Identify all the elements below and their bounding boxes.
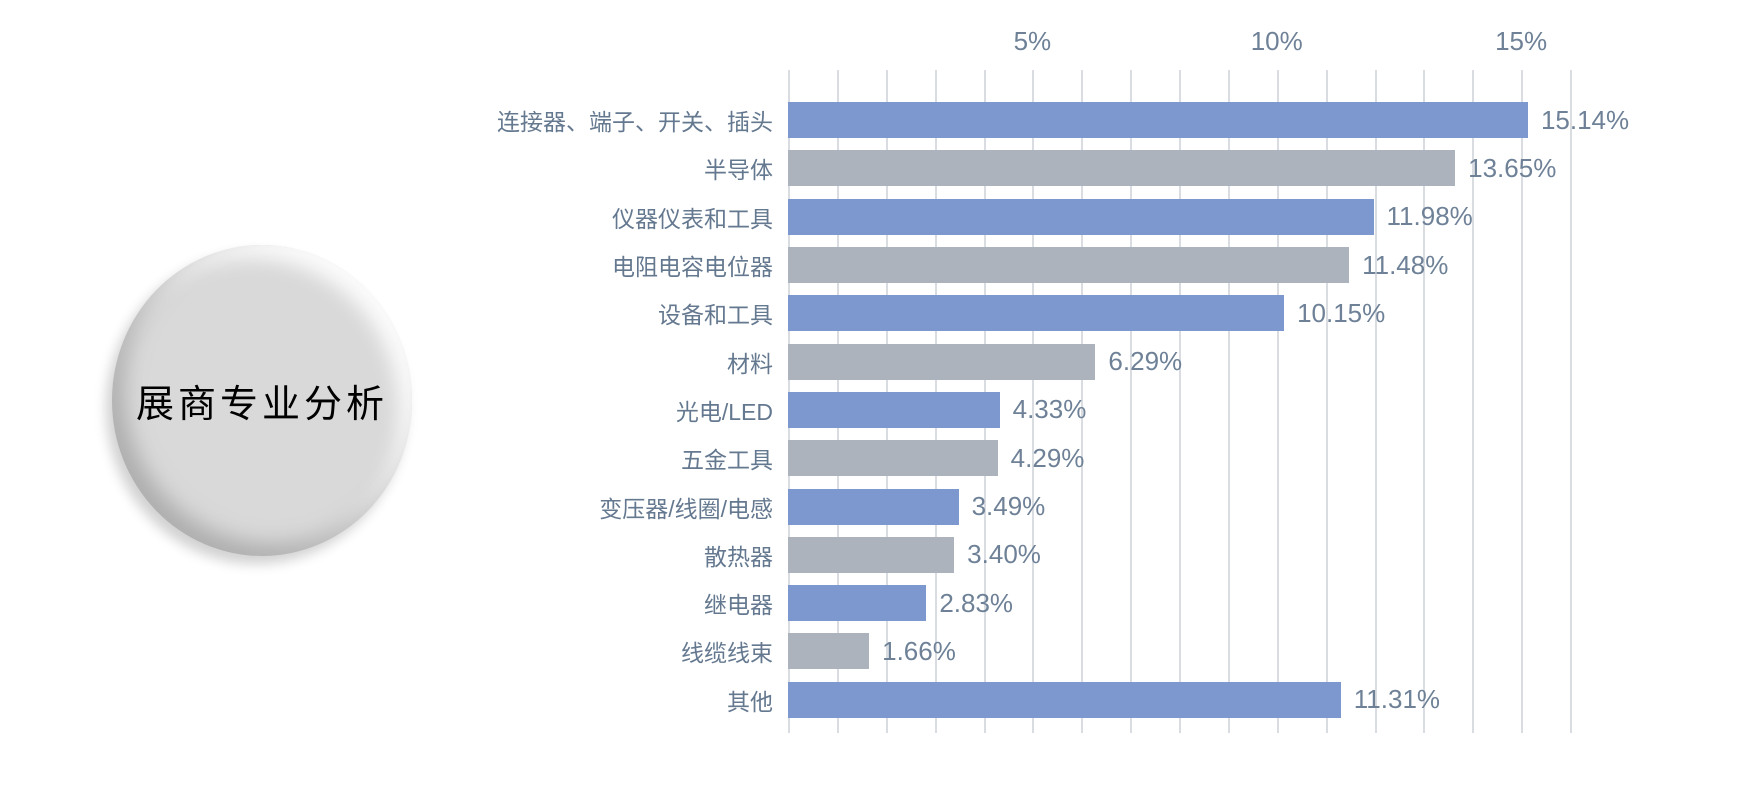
bar	[788, 633, 870, 670]
value-label: 3.40%	[967, 539, 1041, 570]
bar-row: 继电器 2.83%	[430, 579, 1738, 627]
bar	[788, 343, 1096, 380]
category-label: 电阻电容电位器	[612, 254, 773, 281]
bar-row: 线缆线束 1.66%	[430, 627, 1738, 675]
bar-row: 连接器、端子、开关、插头 15.14%	[430, 96, 1738, 144]
value-label: 4.33%	[1012, 394, 1087, 425]
category-label: 线缆线束	[681, 640, 773, 667]
bar	[788, 536, 955, 573]
category-label: 光电/LED	[675, 398, 773, 425]
exhibitor-specialty-bar-chart: 5% 10% 15% 连接器、端子、开关、插头 15.14% 半导体 13.65% 仪器仪表…	[430, 0, 1738, 796]
bar	[788, 488, 959, 525]
category-label: 继电器	[704, 592, 773, 619]
x-axis: 5% 10% 15%	[430, 0, 1738, 70]
bar-rows: 连接器、端子、开关、插头 15.14% 半导体 13.65% 仪器仪表和工具 11.98%…	[430, 96, 1738, 724]
gridline	[1130, 70, 1133, 733]
value-label: 13.65%	[1468, 152, 1557, 183]
bar-row: 材料 6.29%	[430, 337, 1738, 385]
value-label: 6.29%	[1108, 346, 1183, 377]
value-label: 10.15%	[1297, 297, 1386, 328]
bar-row: 电阻电容电位器 11.48%	[430, 241, 1738, 289]
bar-row: 设备和工具 10.15%	[430, 289, 1738, 337]
value-label: 3.49%	[971, 491, 1046, 522]
value-label: 1.66%	[882, 635, 956, 666]
gridline	[1179, 70, 1181, 733]
gridline	[1521, 70, 1524, 733]
gridline	[1570, 70, 1572, 733]
gridline	[1423, 70, 1426, 733]
value-label: 2.83%	[939, 587, 1014, 618]
gridline	[1081, 70, 1084, 733]
category-label: 五金工具	[681, 447, 773, 474]
bar	[788, 681, 1341, 718]
gridline	[1374, 70, 1377, 733]
category-label: 半导体	[704, 157, 773, 184]
bar	[788, 295, 1285, 332]
bar	[788, 198, 1374, 235]
category-label: 连接器、端子、开关、插头	[497, 109, 773, 136]
category-label: 设备和工具	[658, 302, 773, 329]
bar	[788, 102, 1528, 139]
category-label: 散热器	[704, 543, 773, 570]
gridline	[1276, 70, 1279, 733]
bar-row: 半导体 13.65%	[430, 144, 1738, 192]
bar-row: 光电/LED 4.33%	[430, 386, 1738, 434]
category-label: 变压器/线圈/电感	[599, 495, 773, 522]
gridline	[1227, 70, 1230, 733]
bar	[788, 585, 927, 622]
bar-row: 其他 11.31%	[430, 676, 1738, 724]
gridline	[1472, 70, 1475, 733]
gridline	[1032, 70, 1035, 733]
page-title: 展商专业分析	[135, 384, 388, 426]
value-label: 11.98%	[1386, 201, 1473, 232]
bar	[788, 247, 1350, 284]
bar	[788, 391, 1000, 428]
category-label: 材料	[727, 350, 773, 377]
bar-row: 五金工具 4.29%	[430, 434, 1738, 482]
x-tick-label: 5%	[1013, 26, 1052, 56]
title-badge-circle: 展商专业分析	[112, 245, 412, 556]
bar	[788, 150, 1456, 187]
gridline	[1325, 70, 1328, 733]
category-label: 其他	[727, 688, 773, 715]
bar-row: 仪器仪表和工具 11.98%	[430, 193, 1738, 241]
x-tick-label: 10%	[1250, 26, 1303, 56]
value-label: 11.48%	[1362, 249, 1449, 280]
bar-row: 散热器 3.40%	[430, 531, 1738, 579]
bar-row: 变压器/线圈/电感 3.49%	[430, 482, 1738, 530]
value-label: 4.29%	[1010, 442, 1085, 473]
value-label: 15.14%	[1540, 104, 1630, 135]
x-tick-label: 15%	[1495, 26, 1548, 56]
bar	[788, 440, 998, 477]
category-label: 仪器仪表和工具	[612, 205, 773, 232]
value-label: 11.31%	[1353, 684, 1441, 715]
